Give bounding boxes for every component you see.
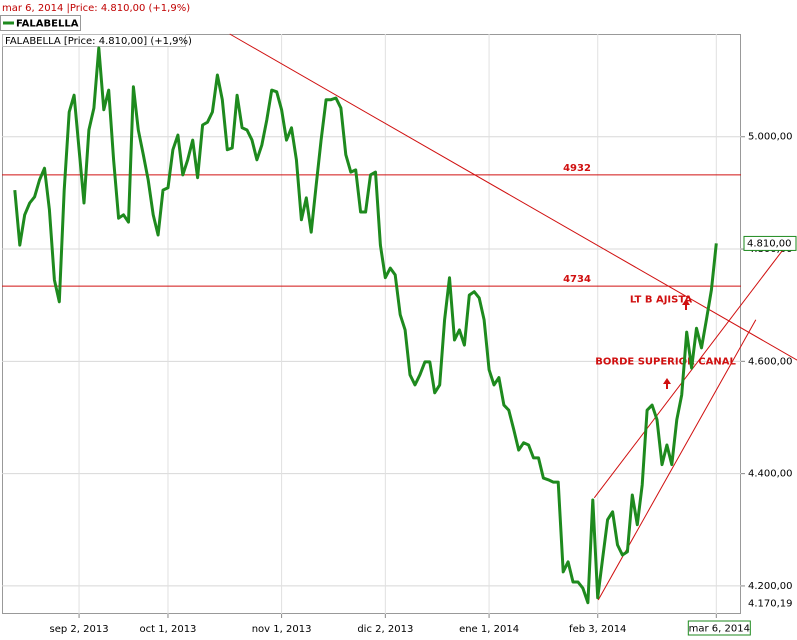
info-text: FALABELLA [Price: 4.810,00] (+1,9%) (5, 36, 192, 47)
x-tick-label: dic 2, 2013 (357, 624, 413, 635)
trend-line (229, 33, 797, 361)
arrow (663, 378, 671, 389)
price-label: 4.810,00 (747, 238, 792, 249)
price-line (13, 46, 718, 605)
x-tick-label: mar 6, 2014 (689, 624, 750, 635)
plot-frame (2, 34, 741, 614)
legend-box (0, 15, 81, 31)
info-box (2, 34, 186, 47)
y-tick-label: 4.200,00 (748, 581, 793, 592)
legend-label: FALABELLA (16, 19, 79, 30)
x-tick-label: oct 1, 2013 (140, 624, 197, 635)
low-label: 4.170,19 (748, 599, 793, 610)
price-box (743, 235, 797, 251)
header: mar 6, 2014 |Price: 4.810,00 (+1,9%) (2, 3, 190, 14)
level-label: 4734 (563, 274, 591, 285)
x-tick-label: sep 2, 2013 (50, 624, 109, 635)
y-tick-label: 4.600,00 (748, 356, 793, 367)
y-tick-label: 5.000,00 (748, 132, 793, 143)
annotation: LT B AJISTA (630, 295, 693, 306)
arrow (682, 299, 690, 310)
x-tick-label: ene 1, 2014 (459, 624, 519, 635)
x-tick-label: nov 1, 2013 (252, 624, 312, 635)
current-date-box (687, 620, 751, 636)
level-label: 4932 (563, 163, 591, 174)
annotation: BORDE SUPERIOR CANAL (595, 356, 736, 367)
x-tick-label: feb 3, 2014 (569, 624, 626, 635)
y-tick-label: 4.400,00 (748, 469, 793, 480)
